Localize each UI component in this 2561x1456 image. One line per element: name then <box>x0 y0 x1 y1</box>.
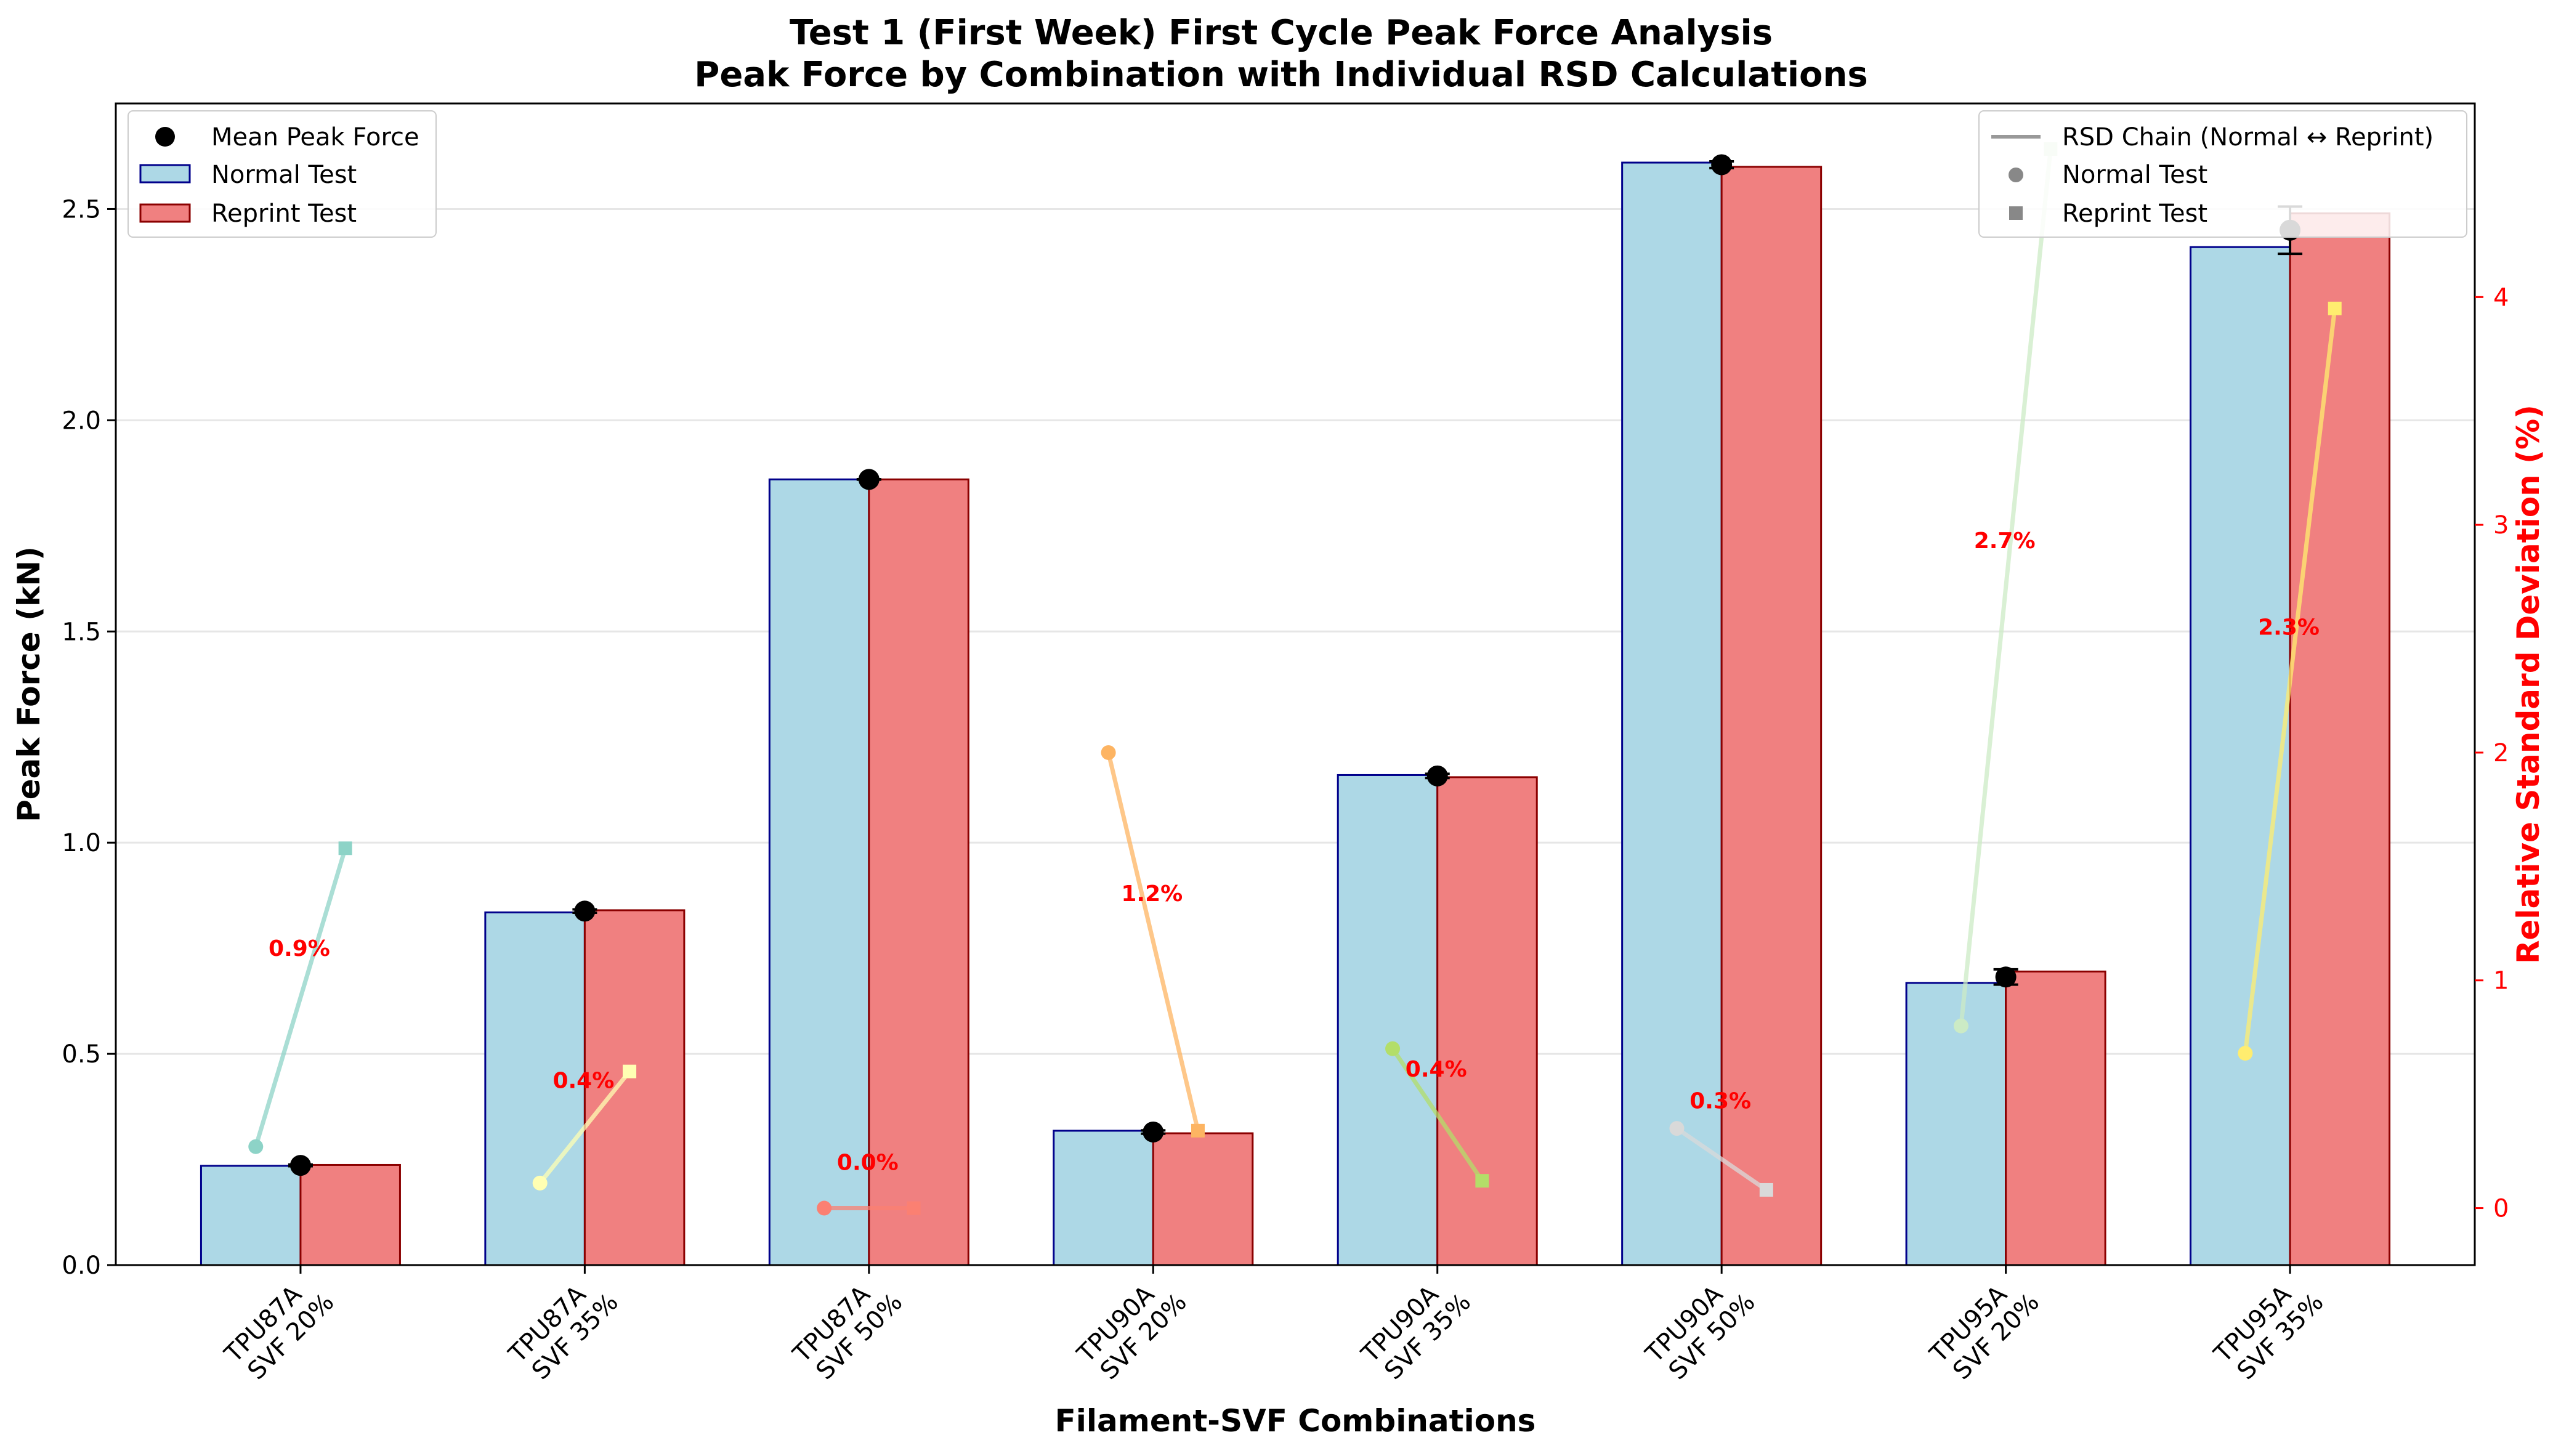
rsd-normal-point <box>1669 1121 1685 1136</box>
normal-test-bar <box>484 911 586 1266</box>
rsd-chain-line <box>253 847 347 1147</box>
rsd-reprint-point <box>1475 1174 1489 1188</box>
y-tick-label: 2.0 <box>62 406 101 435</box>
rsd-chain-line <box>1106 752 1200 1131</box>
y2-tick-label: 2 <box>2493 739 2509 767</box>
rsd-value-label: 0.3% <box>1689 1089 1751 1114</box>
bars <box>200 161 2391 1266</box>
rsd-value-label: 2.3% <box>2258 615 2320 641</box>
rsd-chain-line <box>1959 148 2053 1027</box>
legend-reprint-label: Reprint Test <box>211 200 357 228</box>
mean-peak-force-marker <box>858 469 880 490</box>
legend-rsd-chain-label: RSD Chain (Normal ↔ Reprint) <box>2062 123 2434 152</box>
rsd-reprint-point <box>338 841 352 855</box>
rsd-reprint-point <box>1759 1183 1773 1197</box>
y-tick-label: 0.0 <box>62 1252 101 1280</box>
rsd-normal-point <box>1101 745 1116 760</box>
normal-test-bar <box>1053 1130 1154 1266</box>
rsd-chain-line <box>1675 1126 1768 1192</box>
rsd-value-label: 0.0% <box>837 1151 899 1176</box>
legend-mean-label: Mean Peak Force <box>211 123 419 152</box>
x-axis-title: Filament-SVF Combinations <box>1055 1403 1536 1439</box>
y-axis-title: Peak Force (kN) <box>11 546 47 822</box>
rsd-value-label: 0.4% <box>1406 1057 1467 1082</box>
reprint-test-bar <box>1720 166 1823 1266</box>
legend-left-box <box>127 110 437 238</box>
rsd-normal-point <box>532 1175 548 1191</box>
y2-tick-label: 1 <box>2493 967 2509 995</box>
normal-test-bar <box>1621 161 1723 1266</box>
mean-peak-force-marker <box>289 1155 311 1176</box>
plot-frame <box>115 102 2476 1266</box>
chart-title: Test 1 (First Week) First Cycle Peak For… <box>790 13 1773 53</box>
y-tick-label: 1.5 <box>62 618 101 646</box>
mean-peak-force-marker <box>1711 154 1733 176</box>
chart-subtitle: Peak Force by Combination with Individua… <box>694 55 1867 95</box>
mean-peak-force-marker <box>1426 765 1448 787</box>
rsd-normal-point <box>248 1139 264 1154</box>
mean-peak-force-marker <box>574 900 596 922</box>
y-tick-label: 0.5 <box>62 1040 101 1069</box>
y2-tick-label: 4 <box>2493 283 2509 312</box>
legend-right: RSD Chain (Normal ↔ Reprint) Normal Test… <box>1978 110 2467 238</box>
normal-test-bar <box>200 1165 302 1266</box>
rsd-reprint-point <box>1191 1123 1205 1138</box>
normal-test-bar <box>768 478 870 1266</box>
legend-rsd-normal-marker <box>2009 168 2023 182</box>
rsd-chain-line <box>538 1070 631 1185</box>
mean-peak-force-marker <box>1995 966 2017 988</box>
rsd-reprint-point <box>907 1201 921 1215</box>
rsd-chain-line <box>1391 1047 1484 1183</box>
rsd-normal-point <box>817 1200 832 1216</box>
rsd-chain-line <box>2243 308 2337 1054</box>
reprint-test-bar <box>1152 1132 1254 1266</box>
reprint-test-bar <box>2005 970 2106 1266</box>
legend-rsd-normal-label: Normal Test <box>2062 161 2207 189</box>
normal-test-bar <box>2190 246 2291 1266</box>
legend-rsd-reprint-marker <box>2009 206 2023 220</box>
legend-mean-marker <box>155 127 175 147</box>
rsd-reprint-point <box>623 1064 637 1078</box>
legend-left: Mean Peak Force Normal Test Reprint Test <box>127 110 437 238</box>
reprint-test-bar <box>299 1163 401 1266</box>
legend-normal-swatch <box>139 164 191 184</box>
legend-reprint-swatch <box>139 203 191 223</box>
y2-axis-ticks: 0 1 2 3 4 <box>2475 283 2509 1223</box>
legend-rsd-reprint-label: Reprint Test <box>2062 200 2207 228</box>
rsd-value-label: 0.9% <box>269 936 330 961</box>
reprint-test-bar <box>2289 212 2391 1266</box>
rsd-value-label: 0.4% <box>552 1068 614 1093</box>
reprint-test-bar <box>583 909 686 1266</box>
y-axis-ticks: 0.0 0.5 1.0 1.5 2.0 2.5 <box>62 195 116 1280</box>
normal-test-bar <box>1337 774 1439 1266</box>
mean-peak-force-marker <box>1143 1121 1164 1143</box>
rsd-chains: 0.9% 0.4% 0.0% 1.2% 0.4% 0.3% 2.7% 2.3% <box>248 142 2342 1216</box>
legend-right-box <box>1978 110 2467 238</box>
rsd-value-label: 2.7% <box>1974 528 2036 554</box>
y-tick-label: 2.5 <box>62 195 101 224</box>
y2-tick-label: 3 <box>2493 511 2509 540</box>
y-tick-label: 1.0 <box>62 829 101 857</box>
y2-tick-label: 0 <box>2493 1195 2509 1223</box>
legend-normal-label: Normal Test <box>211 161 357 189</box>
rsd-value-label: 1.2% <box>1121 881 1183 907</box>
reprint-test-bar <box>868 478 969 1266</box>
rsd-normal-point <box>2238 1046 2253 1061</box>
y2-axis-title: Relative Standard Deviation (%) <box>2510 405 2546 964</box>
reprint-test-bar <box>1436 776 1538 1266</box>
rsd-normal-point <box>1385 1041 1401 1056</box>
mean-markers <box>288 154 2303 1176</box>
rsd-reprint-point <box>2328 301 2342 315</box>
rsd-normal-point <box>1953 1018 1968 1033</box>
